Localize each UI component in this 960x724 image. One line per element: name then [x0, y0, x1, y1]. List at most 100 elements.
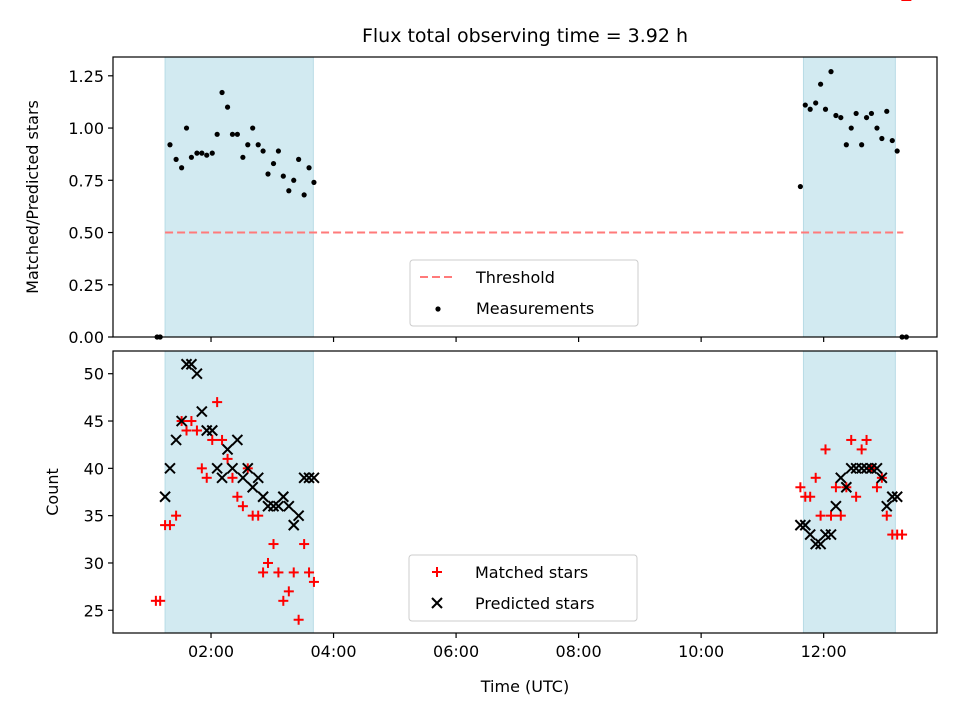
bottom-y-tick-label: 50	[84, 365, 104, 384]
predicted-star-point	[308, 472, 320, 484]
measurement-point	[843, 142, 849, 148]
measurement-point	[301, 192, 307, 198]
matched-star-point	[258, 567, 269, 578]
measurement-point	[275, 148, 282, 154]
legend-matched-swatch	[432, 567, 442, 577]
top-y-axis-label: Matched/Predicted stars	[23, 100, 42, 294]
measurement-point	[838, 114, 844, 121]
measurement-point	[179, 165, 185, 171]
bottom-y-axis-label: Count	[43, 468, 62, 516]
predicted-star-point	[871, 462, 883, 475]
predicted-star-point	[180, 358, 193, 370]
matched-star-point	[810, 472, 821, 483]
top-y-tick-label: 0.00	[68, 328, 104, 347]
measurement-point	[260, 148, 266, 154]
x-tick-label: 06:00	[433, 642, 479, 661]
bottom-y-tick-label: 35	[84, 507, 104, 526]
matched-star-point	[308, 576, 319, 587]
matched-star-point	[232, 491, 243, 502]
matched-star-point	[856, 444, 867, 455]
x-tick-label: 08:00	[556, 642, 602, 661]
measurement-point	[167, 142, 173, 148]
predicted-star-point	[164, 462, 176, 475]
predicted-star-point	[211, 462, 223, 475]
predicted-star-point	[825, 528, 837, 541]
measurement-point	[188, 154, 195, 160]
predicted-star-point	[246, 481, 259, 493]
chart-title: Flux total observing time = 3.92 h	[362, 25, 688, 47]
predicted-star-point	[881, 500, 893, 512]
x-tick-label: 10:00	[678, 642, 724, 661]
measurement-point	[859, 142, 865, 148]
measurement-point	[224, 104, 231, 110]
measurement-point	[209, 150, 215, 156]
x-tick-label: 02:00	[188, 642, 234, 661]
matched-star-point	[164, 520, 175, 531]
predicted-star-point	[799, 519, 811, 531]
x-tick-label: 12:00	[801, 642, 847, 661]
measurement-point	[884, 108, 890, 114]
predicted-star-point	[809, 538, 822, 550]
top-y-tick-label: 1.00	[68, 119, 104, 138]
predicted-star-point	[170, 434, 182, 446]
predicted-star-point	[794, 519, 807, 531]
matched-star-point	[171, 510, 182, 521]
top-axes-frame	[112, 56, 938, 338]
measurement-point	[265, 171, 271, 177]
matched-star-point	[196, 463, 207, 474]
matched-star-point	[897, 529, 908, 540]
matched-star-point	[186, 416, 197, 427]
matched-star-point	[881, 510, 892, 521]
measurement-point	[199, 150, 205, 156]
measurement-point	[250, 125, 256, 131]
predicted-star-point	[272, 500, 285, 512]
bottom-observing-window-0	[164, 350, 314, 634]
matched-star-point	[212, 397, 223, 408]
top-y-tick-label: 1.25	[68, 67, 104, 86]
measurement-point	[822, 106, 829, 112]
top-legend-label: Threshold	[475, 268, 555, 287]
measurement-point	[270, 160, 277, 167]
predicted-star-point	[303, 472, 315, 484]
predicted-star-point	[283, 500, 295, 512]
measurement-point	[828, 69, 834, 75]
measurement-point	[833, 112, 839, 119]
matched-star-point	[278, 595, 289, 606]
matched-star-point	[217, 434, 228, 445]
predicted-star-point	[196, 405, 208, 418]
x-axis-label: Time (UTC)	[480, 677, 569, 696]
measurement-point	[280, 173, 286, 179]
predicted-star-point	[298, 472, 310, 484]
measurement-point	[874, 125, 880, 131]
bottom-legend-box	[408, 554, 638, 622]
predicted-star-point	[845, 462, 857, 475]
measurement-point	[817, 81, 824, 87]
x-tick-label: 04:00	[310, 642, 356, 661]
top-legend-label: Measurements	[476, 299, 594, 318]
measurement-point	[229, 131, 236, 137]
measurement-point	[296, 156, 302, 162]
measurement-point	[219, 89, 225, 96]
predicted-star-point	[860, 462, 873, 475]
measurement-point	[240, 154, 246, 160]
predicted-star-point	[231, 434, 244, 446]
matched-star-point	[835, 510, 846, 521]
measurement-point	[311, 179, 317, 185]
matched-star-point	[227, 472, 238, 483]
bottom-legend-label: Predicted stars	[475, 594, 595, 613]
measurement-point	[234, 131, 240, 137]
matched-star-point	[299, 539, 310, 550]
bottom-axes-frame	[112, 350, 938, 634]
predicted-star-point	[242, 462, 254, 475]
predicted-star-point	[830, 500, 842, 512]
bottom-observing-window-1	[802, 350, 896, 634]
matched-star-point	[795, 482, 806, 493]
matched-star-point	[283, 586, 294, 597]
matched-star-point	[805, 491, 816, 502]
measurement-point	[802, 102, 808, 108]
predicted-star-point	[257, 491, 269, 503]
top-panel: 0.00 0.25 0.50 0.75 1.00 1.25 Threshold Measure…	[68, 56, 938, 347]
measurement-point	[173, 156, 179, 162]
measurement-point	[813, 100, 819, 106]
